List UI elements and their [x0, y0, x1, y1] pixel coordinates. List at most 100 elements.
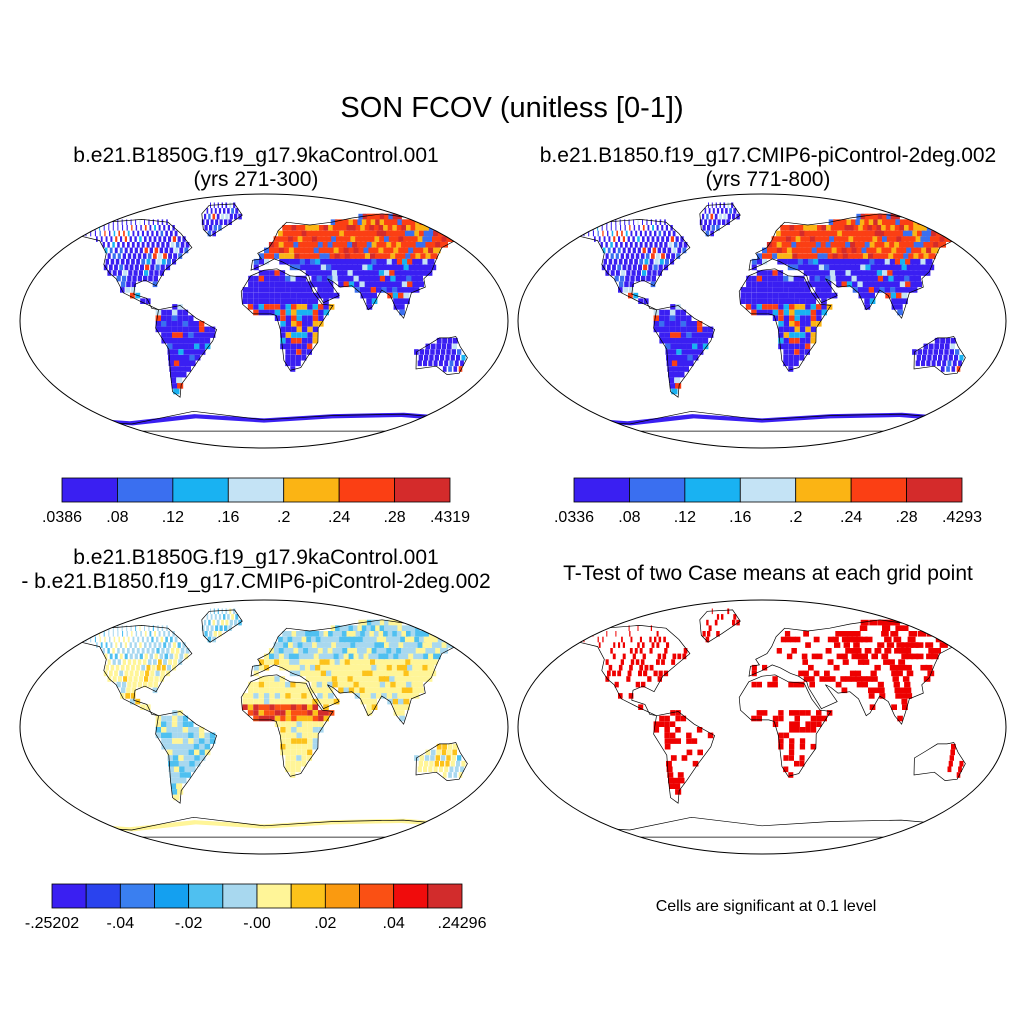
grid-cell: [301, 738, 308, 744]
grid-cell: [151, 258, 156, 265]
grid-cell: [794, 304, 800, 310]
grid-cell: [861, 676, 868, 682]
grid-cell: [378, 631, 387, 637]
grid-cell: [393, 704, 399, 710]
grid-cell: [798, 670, 804, 677]
grid-cell: [301, 287, 307, 293]
grid-cell: [154, 631, 156, 637]
grid-cell: [843, 236, 850, 242]
grid-cell: [670, 236, 674, 242]
grid-cell: [286, 631, 293, 637]
grid-cell: [819, 676, 826, 682]
grid-cell: [285, 309, 292, 316]
grid-cell: [391, 242, 399, 248]
grid-cell: [199, 738, 205, 744]
grid-cell: [639, 636, 642, 643]
grid-cell: [217, 608, 219, 615]
grid-cell: [274, 292, 281, 299]
grid-cell: [423, 247, 431, 254]
grid-cell: [301, 326, 308, 333]
grid-cell: [398, 653, 406, 660]
grid-cell: [430, 343, 436, 350]
grid-cell: [357, 676, 364, 682]
grid-cell: [285, 275, 291, 282]
grid-cell: [153, 275, 158, 282]
grid-cell: [762, 247, 767, 254]
grid-cell: [952, 360, 957, 367]
grid-cell: [182, 315, 189, 321]
grid-cell: [617, 264, 622, 271]
grid-cell: [269, 681, 275, 688]
grid-cell: [164, 247, 169, 254]
grid-cell: [352, 242, 359, 248]
grid-cell: [630, 230, 633, 237]
grid-cell: [345, 642, 352, 648]
grid-cell: [367, 670, 374, 677]
grid-cell: [895, 287, 902, 293]
grid-cell: [128, 676, 133, 682]
grid-cell: [440, 648, 448, 654]
grid-cell: [926, 653, 934, 660]
grid-cell: [840, 242, 847, 248]
grid-cell: [704, 208, 707, 214]
grid-cell: [331, 236, 338, 242]
grid-cell: [306, 292, 313, 299]
grid-cell: [869, 213, 878, 220]
grid-cell: [307, 304, 313, 310]
grid-cell: [913, 253, 921, 259]
grid-cell: [881, 225, 889, 231]
grid-cell: [393, 304, 400, 310]
grid-cell: [669, 732, 676, 739]
grid-cell: [879, 242, 887, 248]
grid-cell: [177, 337, 184, 344]
grid-cell: [291, 337, 297, 344]
grid-cell: [681, 755, 688, 761]
grid-cell: [401, 687, 408, 694]
grid-cell: [325, 664, 332, 671]
grid-cell: [171, 783, 178, 789]
grid-cell: [417, 766, 422, 773]
grid-cell: [337, 270, 343, 276]
grid-cell: [627, 236, 630, 242]
grid-cell: [915, 258, 923, 265]
grid-cell: [451, 236, 460, 242]
grid-cell: [291, 738, 297, 744]
grid-cell: [206, 219, 209, 225]
grid-cell: [896, 670, 903, 677]
grid-cell: [416, 681, 423, 688]
grid-cell: [410, 648, 419, 654]
grid-cell: [944, 349, 949, 355]
grid-cell: [711, 225, 715, 231]
grid-cell: [751, 681, 757, 688]
grid-cell: [810, 321, 817, 327]
grid-cell: [135, 219, 137, 225]
grid-cell: [346, 225, 354, 231]
grid-cell: [846, 247, 853, 254]
grid-cell: [444, 360, 449, 367]
grid-cell: [155, 321, 162, 327]
grid-cell: [852, 281, 858, 288]
grid-cell: [772, 253, 778, 259]
grid-cell: [417, 236, 426, 242]
grid-cell: [215, 625, 219, 631]
grid-cell: [280, 332, 286, 338]
grid-cell: [905, 258, 912, 265]
grid-cell: [884, 242, 892, 248]
grid-cell: [193, 337, 200, 344]
grid-cell: [114, 264, 118, 271]
grid-cell: [905, 664, 912, 671]
grid-cell: [686, 349, 693, 355]
grid-cell: [341, 225, 349, 231]
grid-cell: [820, 281, 826, 288]
grid-cell: [300, 225, 307, 231]
grid-cell: [358, 653, 365, 660]
grid-cell: [233, 202, 236, 209]
grid-cell: [772, 721, 779, 727]
grid-cell: [845, 676, 852, 682]
grid-cell: [745, 292, 752, 299]
grid-cell: [338, 247, 345, 254]
grid-cell: [312, 732, 319, 739]
grid-cell: [605, 659, 609, 665]
grid-cell: [242, 298, 248, 304]
grid-cell: [794, 343, 800, 350]
